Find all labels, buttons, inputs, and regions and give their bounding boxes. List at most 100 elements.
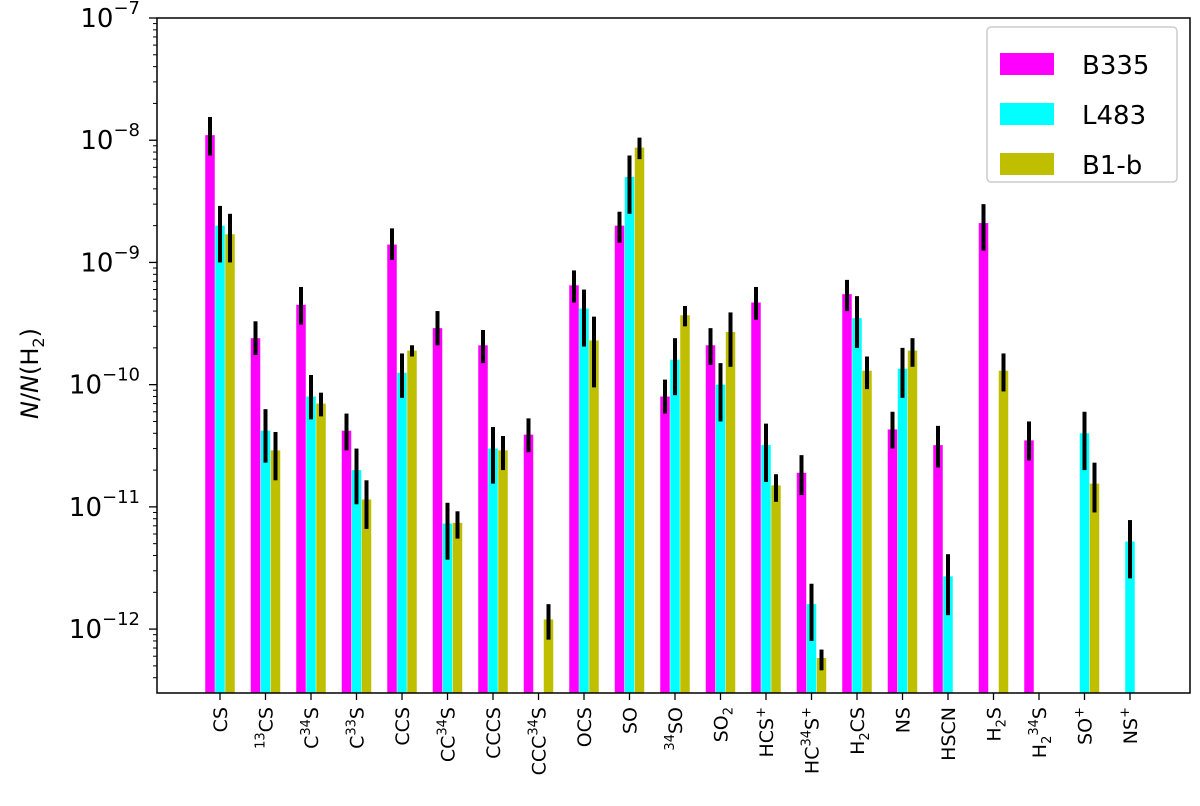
- label-part: 2: [29, 337, 48, 347]
- plot-area: [156, 17, 1191, 694]
- bar: [1079, 433, 1090, 693]
- label-part: 2: [995, 719, 1010, 727]
- label-part: S: [984, 707, 1006, 719]
- label-part: 34: [800, 730, 815, 747]
- bar: [250, 338, 261, 693]
- bar: [589, 340, 599, 693]
- label-part: S: [529, 707, 551, 719]
- x-tick-label: SO2: [711, 707, 737, 742]
- y-tick-exponent: −12: [102, 609, 140, 630]
- bar: [488, 448, 498, 693]
- y-tick-base: 10: [69, 493, 102, 523]
- bar: [771, 485, 781, 693]
- bar: [341, 430, 352, 693]
- series-b335: [205, 116, 1034, 694]
- label-part: CCCS: [483, 707, 505, 759]
- bar: [296, 304, 306, 693]
- label-part: 13: [254, 732, 269, 749]
- y-tick-base: 10: [80, 4, 113, 34]
- label-part: (H: [16, 348, 44, 375]
- label-part: 34: [1027, 719, 1042, 736]
- bar: [1125, 541, 1135, 693]
- y-tick-base: 10: [80, 248, 113, 278]
- bar: [270, 450, 281, 693]
- label-part: H: [984, 727, 1006, 741]
- label-part: ): [16, 328, 44, 337]
- bar: [978, 223, 989, 693]
- label-part: H: [1029, 744, 1051, 758]
- x-tick-label: 13CS: [254, 707, 278, 749]
- bar: [316, 403, 326, 693]
- label-part: 34: [299, 719, 314, 736]
- bar: [225, 234, 235, 694]
- label-part: CS: [847, 707, 869, 732]
- bar: [715, 384, 726, 693]
- x-tick-label: CCS: [392, 707, 414, 746]
- axes-frame: [156, 17, 1191, 694]
- bar: [306, 396, 316, 693]
- label-part: 2: [722, 707, 737, 715]
- label-part: +: [800, 707, 815, 718]
- bar: [442, 523, 453, 693]
- label-part: SO: [665, 707, 687, 734]
- x-tick-label: SO: [620, 707, 642, 734]
- bar: [452, 522, 463, 693]
- label-part: CC: [438, 736, 460, 763]
- label-part: NS: [1120, 718, 1142, 744]
- bar: [705, 345, 716, 693]
- label-part: OCS: [574, 707, 596, 747]
- legend-swatch: [1000, 53, 1054, 75]
- label-part: CS: [256, 707, 278, 732]
- y-tick-exponent: −10: [102, 365, 140, 386]
- label-part: 2: [858, 732, 873, 740]
- bar: [407, 350, 417, 693]
- label-part: N: [16, 375, 44, 393]
- y-tick-label: 10−10: [69, 365, 140, 401]
- label-part: S: [1029, 707, 1051, 719]
- bar: [634, 147, 645, 693]
- y-tick-exponent: −7: [113, 0, 140, 19]
- x-tick-label: H2S: [984, 707, 1010, 742]
- label-part: CCC: [529, 736, 551, 776]
- bar: [670, 359, 680, 693]
- x-tick-label: 34SO: [663, 707, 687, 751]
- y-tick-label: 10−7: [80, 0, 140, 34]
- label-part: 34: [436, 719, 451, 736]
- bar: [887, 429, 898, 693]
- x-tick-label: H2CS: [847, 707, 873, 755]
- label-part: N: [16, 401, 44, 419]
- bar: [1089, 483, 1100, 693]
- bar: [624, 177, 635, 693]
- x-tick-label: CS: [210, 707, 232, 732]
- bar: [943, 576, 953, 693]
- bar: [680, 315, 690, 693]
- bar: [751, 302, 761, 693]
- x-tick-label: HSCN: [938, 707, 960, 761]
- bar: [432, 328, 443, 693]
- bar: [842, 294, 852, 693]
- label-part: S: [438, 707, 460, 719]
- bar: [361, 499, 372, 693]
- label-part: SO: [1075, 718, 1097, 745]
- y-tick-label: 10−12: [69, 609, 140, 645]
- legend-swatch: [1000, 103, 1054, 125]
- label-part: HCS: [756, 718, 778, 758]
- bar: [498, 450, 508, 693]
- label-part: H: [847, 741, 869, 755]
- x-tick-label: SO+: [1073, 707, 1097, 745]
- legend-label: L483: [1082, 101, 1146, 131]
- legend-label: B1-b: [1082, 151, 1142, 181]
- x-tick-label: CCCS: [483, 707, 505, 759]
- bar: [205, 135, 215, 693]
- label-part: C: [301, 736, 323, 749]
- label-part: 34: [527, 719, 542, 736]
- label-part: +: [1073, 707, 1088, 718]
- bar: [816, 658, 827, 693]
- bar: [806, 604, 817, 693]
- bar: [725, 331, 736, 693]
- bar: [523, 434, 534, 693]
- bar: [614, 225, 625, 694]
- bar: [351, 470, 362, 693]
